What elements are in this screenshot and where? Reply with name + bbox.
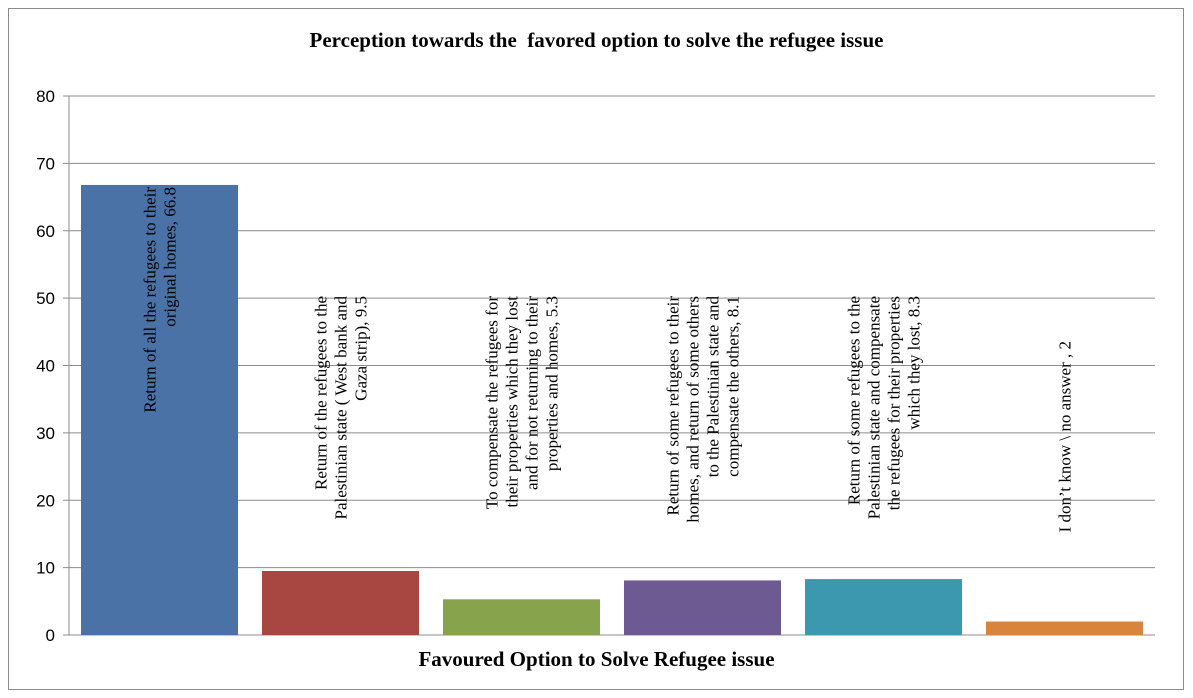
data-label-line: the refugees for their properties: [885, 296, 904, 510]
bar: [805, 579, 962, 635]
y-tick-label: 10: [36, 559, 55, 578]
data-label: Return of all the refugees to theirorigi…: [141, 187, 180, 413]
y-tick-label: 40: [36, 357, 55, 376]
y-tick-label: 0: [46, 626, 55, 645]
bar: [624, 580, 781, 635]
data-label-line: Gaza strip), 9.5: [352, 296, 371, 401]
data-label-line: Palestinian state and compensate: [865, 296, 884, 519]
data-label-line: I don’t know \ no answer , 2: [1056, 341, 1075, 532]
bar: [262, 570, 419, 635]
data-label-line: to the Palestinian state and: [704, 296, 723, 478]
bar: [443, 599, 600, 635]
data-label-line: Palestinian state ( West bank and: [332, 296, 351, 520]
y-tick-label: 80: [36, 87, 55, 106]
y-tick-label: 60: [36, 222, 55, 241]
data-label-line: and for not returning to their: [523, 296, 542, 490]
bar: [81, 184, 238, 635]
data-label-line: To compensate the refugees for: [483, 296, 502, 509]
y-tick-label: 20: [36, 491, 55, 510]
data-label-line: properties and homes, 5.3: [543, 296, 562, 471]
chart-title: Perception towards the favored option to…: [309, 28, 884, 52]
data-label: Return of some refugees to thePalestinia…: [845, 296, 924, 519]
data-label-line: original homes, 66.8: [161, 187, 180, 327]
data-label-line: compensate the others, 8.1: [724, 296, 743, 477]
data-label: Return of the refugees to thePalestinian…: [312, 296, 371, 520]
data-label-line: Return of all the refugees to their: [141, 187, 160, 413]
data-label-line: Return of the refugees to the: [312, 296, 331, 490]
data-label-line: Return of some refugees to the: [845, 296, 864, 505]
x-axis-label: Favoured Option to Solve Refugee issue: [418, 647, 775, 671]
data-label: Return of some refugees to theirhomes, a…: [664, 296, 743, 523]
y-tick-label: 50: [36, 289, 55, 308]
data-label-line: Return of some refugees to their: [664, 296, 683, 516]
data-label-line: homes, and return of some others: [684, 296, 703, 523]
y-tick-label: 30: [36, 424, 55, 443]
data-label-line: which they lost, 8.3: [905, 296, 924, 430]
data-label: To compensate the refugees fortheir prop…: [483, 296, 562, 509]
bar: [986, 621, 1143, 635]
data-label: I don’t know \ no answer , 2: [1056, 341, 1075, 532]
y-tick-label: 70: [36, 154, 55, 173]
data-label-line: their properties which they lost: [503, 296, 522, 508]
